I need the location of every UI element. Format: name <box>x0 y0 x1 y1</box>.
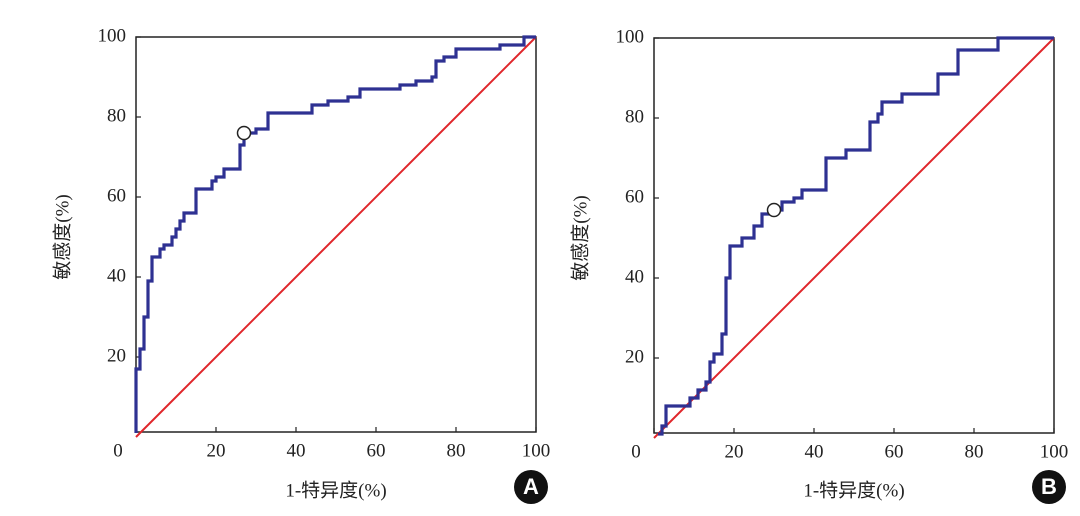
x-tick-label: 20 <box>207 440 226 461</box>
y-axis-label: 敏感度(%) <box>51 194 73 279</box>
x-tick-label: 60 <box>885 441 904 462</box>
y-tick-label: 20 <box>625 346 644 367</box>
y-tick-label: 100 <box>616 26 645 47</box>
roc-curve <box>134 35 536 433</box>
y-tick-label: 40 <box>107 265 126 286</box>
x-tick-label: 0 <box>113 440 123 461</box>
y-tick-label: 40 <box>625 266 644 287</box>
x-axis-label: 1-特异度(%) <box>803 479 904 501</box>
plot-frame <box>135 36 537 433</box>
y-tick-label: 80 <box>625 106 644 127</box>
x-tick-label: 20 <box>725 441 744 462</box>
plot-frame <box>653 37 1055 434</box>
panel-letter: A <box>523 474 539 499</box>
panel-badge <box>514 470 548 504</box>
x-axis-label: 1-特异度(%) <box>285 479 386 501</box>
x-tick-label: 0 <box>631 441 641 462</box>
x-tick-label: 40 <box>287 440 306 461</box>
panel-letter: B <box>1041 474 1057 499</box>
y-tick-label: 60 <box>625 186 644 207</box>
x-tick-label: 40 <box>805 441 824 462</box>
y-tick-label: 100 <box>98 25 127 46</box>
y-axis-label: 敏感度(%) <box>569 195 591 280</box>
panel-badge <box>1032 470 1066 504</box>
cutoff-marker <box>766 202 782 218</box>
x-tick-label: 80 <box>965 441 984 462</box>
reference-line <box>135 36 537 438</box>
x-tick-label: 80 <box>447 440 466 461</box>
y-tick-label: 20 <box>107 345 126 366</box>
x-tick-label: 100 <box>522 440 551 461</box>
y-tick-label: 80 <box>107 105 126 126</box>
reference-line <box>653 37 1055 439</box>
cutoff-marker <box>236 125 252 141</box>
x-tick-label: 60 <box>367 440 386 461</box>
x-tick-label: 100 <box>1040 441 1069 462</box>
y-tick-label: 60 <box>107 185 126 206</box>
